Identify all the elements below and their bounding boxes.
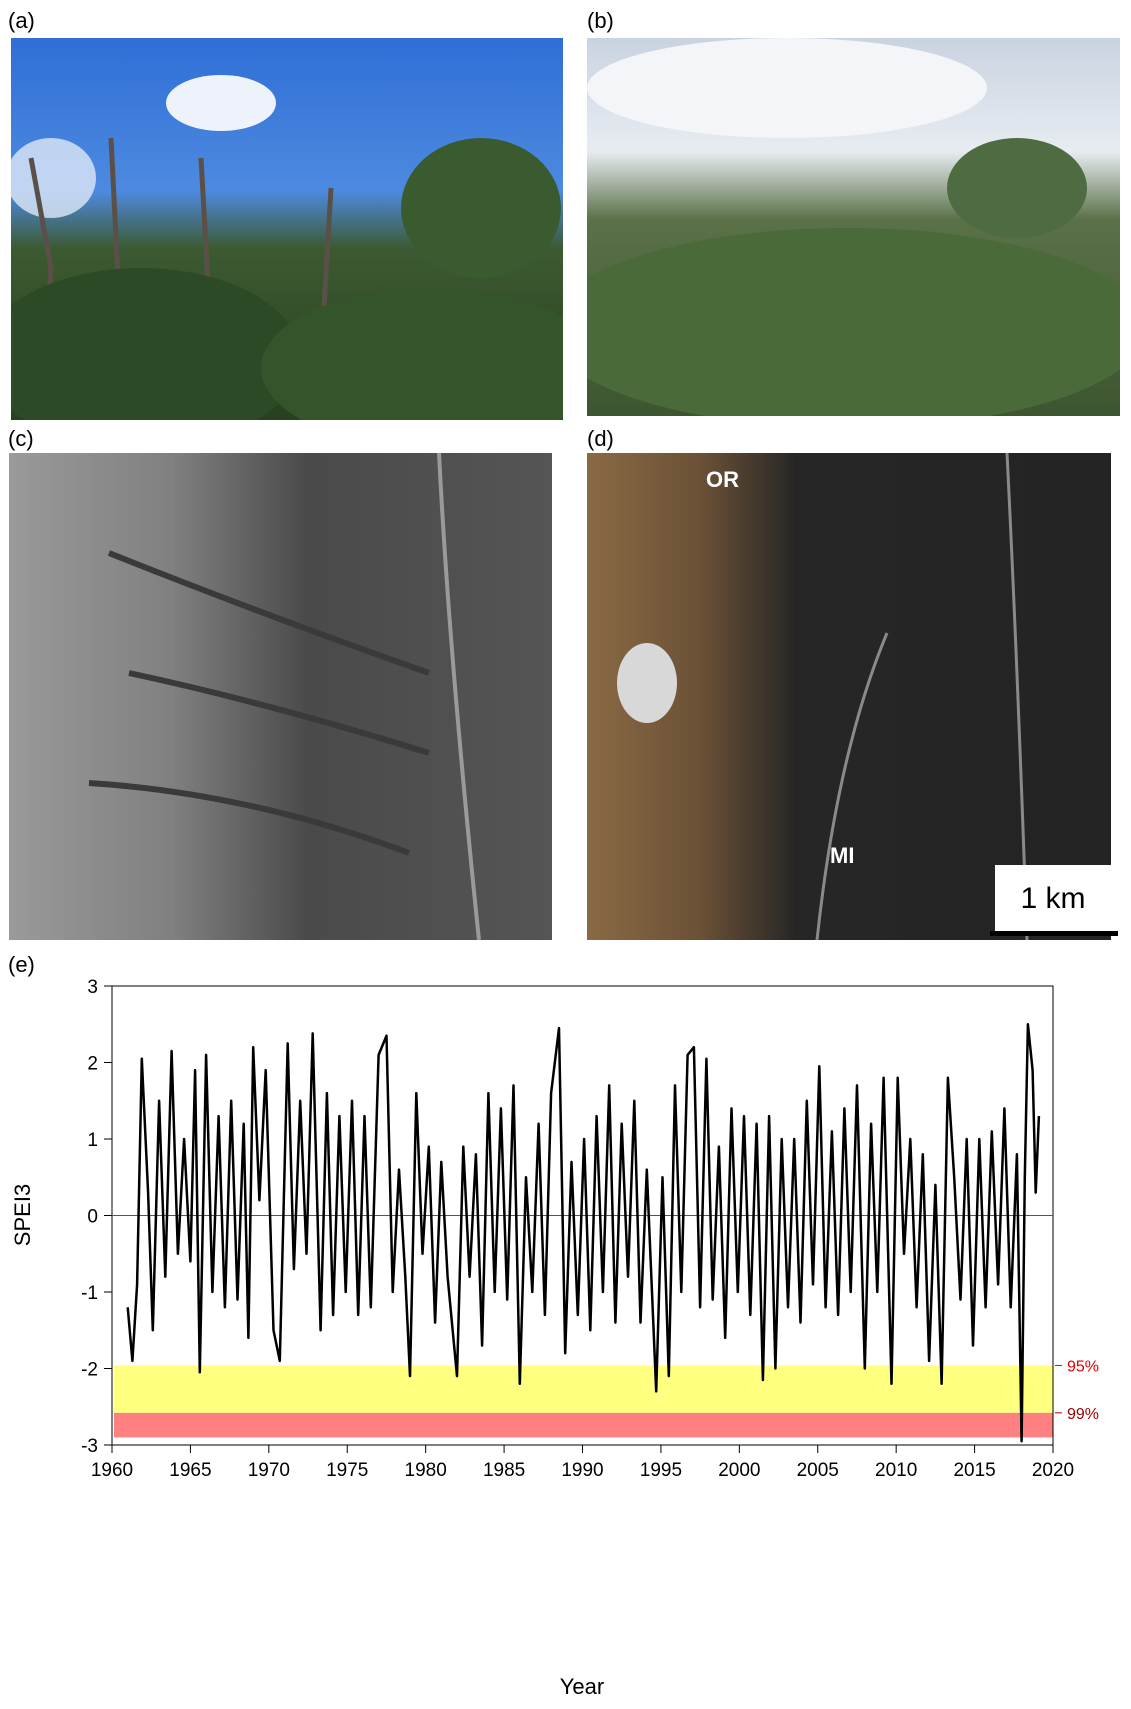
significance-band — [114, 1365, 1053, 1412]
x-tick-label: 1965 — [169, 1460, 211, 1481]
y-tick-label: 1 — [87, 1130, 98, 1151]
x-tick-label: 1970 — [248, 1460, 290, 1481]
x-tick-label: 1985 — [483, 1460, 525, 1481]
y-tick-label: -1 — [81, 1283, 98, 1304]
photo-forest — [587, 38, 1120, 416]
photo-art — [11, 38, 563, 420]
x-tick-label: 2010 — [875, 1460, 917, 1481]
x-tick-label: 2000 — [718, 1460, 760, 1481]
y-axis-label: SPEI3 — [10, 1184, 35, 1246]
x-tick-label: 2005 — [797, 1460, 839, 1481]
panel-label: (d) — [587, 426, 614, 452]
aerial-photo — [9, 453, 552, 940]
x-tick-label: 1990 — [561, 1460, 603, 1481]
chart: SPEI3 Year 95% 99% -3 -2 -1 0 1 2 3 1960 1965 1970 1… — [0, 949, 1131, 1709]
significance-band — [114, 1413, 1053, 1437]
x-tick-label: 1975 — [326, 1460, 368, 1481]
scale-bar — [990, 931, 1118, 936]
panel-label: (a) — [8, 8, 35, 34]
site-label: MI — [830, 843, 854, 869]
site-label: OR — [706, 467, 739, 493]
band-label: 95% — [1067, 1358, 1099, 1375]
y-tick-label: 2 — [87, 1054, 98, 1075]
panel-label: (c) — [8, 426, 34, 452]
y-tick-label: -3 — [81, 1436, 98, 1457]
y-tick-label: -2 — [81, 1360, 98, 1381]
panel-label: (b) — [587, 8, 614, 34]
x-tick-label: 2020 — [1032, 1460, 1074, 1481]
x-tick-label: 1980 — [405, 1460, 447, 1481]
x-axis-label: Year — [560, 1674, 604, 1699]
x-tick-label: 1995 — [640, 1460, 682, 1481]
photo-forest — [11, 38, 563, 420]
scale-bar-label: 1 km — [995, 865, 1111, 933]
photo-art — [9, 453, 552, 940]
photo-art — [587, 38, 1120, 416]
page: (a) (b) (c) (d) (e) OR MI 1 km SPEI3 Yea… — [0, 0, 1131, 1709]
y-tick-label: 0 — [87, 1207, 98, 1228]
x-tick-label: 1960 — [91, 1460, 133, 1481]
x-tick-label: 2015 — [953, 1460, 995, 1481]
band-label: 99% — [1067, 1406, 1099, 1423]
y-tick-label: 3 — [87, 977, 98, 998]
